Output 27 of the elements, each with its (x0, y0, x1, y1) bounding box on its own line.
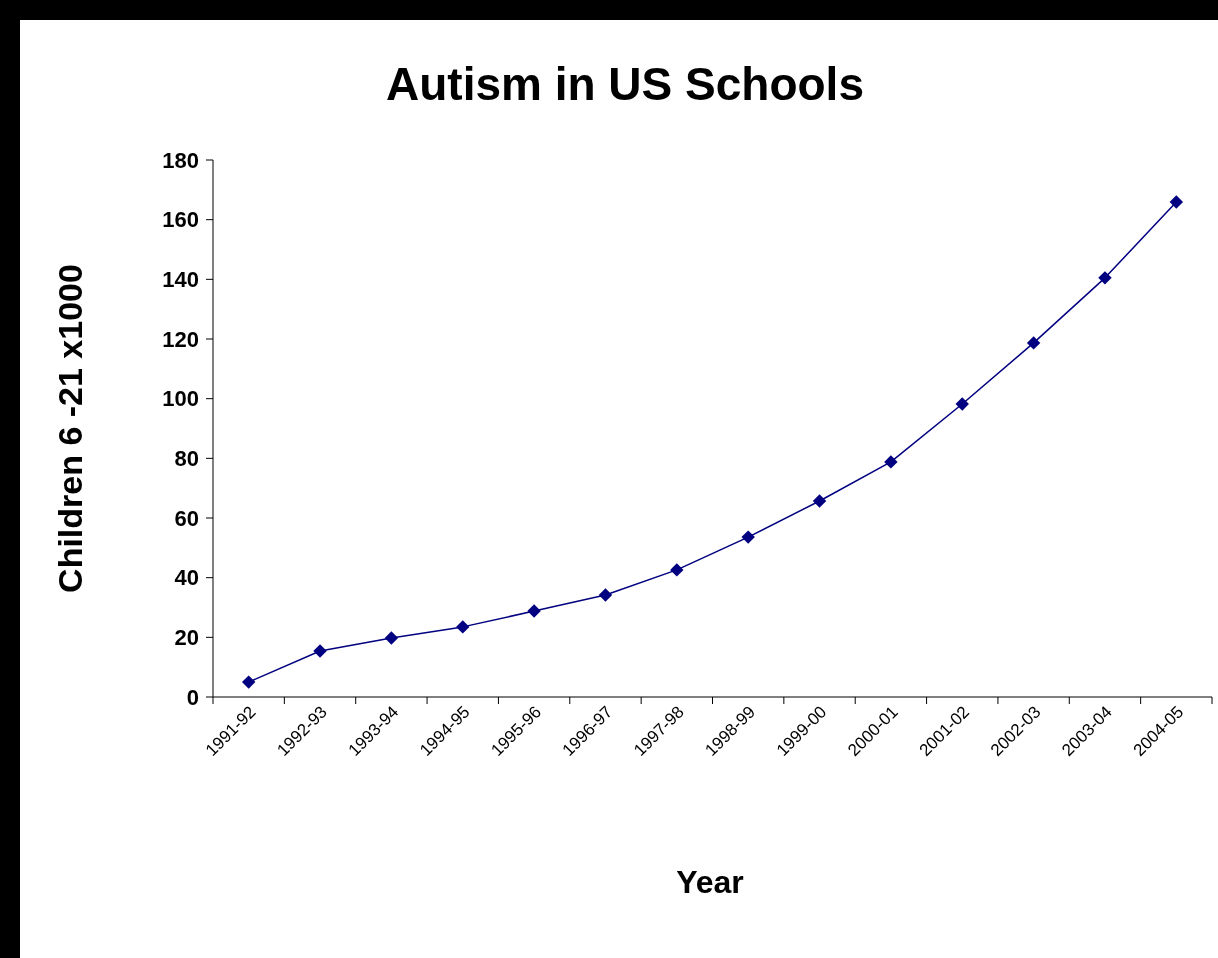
y-tick-label: 120 (162, 326, 199, 352)
x-axis-title: Year (676, 864, 744, 900)
y-axis-title: Children 6 -21 x1000 (51, 264, 89, 593)
point (527, 604, 541, 618)
point (313, 644, 327, 658)
y-tick-label: 60 (174, 505, 199, 531)
y-tick-label: 80 (174, 446, 199, 472)
y-tick-label: 160 (162, 207, 199, 233)
point (741, 530, 755, 544)
point (812, 494, 827, 508)
y-tick-label: 180 (162, 147, 199, 173)
point (670, 563, 684, 577)
y-tick-label: 20 (174, 625, 199, 651)
point (1026, 336, 1041, 350)
point (1098, 271, 1112, 285)
point (456, 620, 470, 634)
point (241, 675, 256, 689)
point (598, 588, 613, 602)
point (955, 397, 969, 411)
point (884, 455, 898, 469)
chart-title: Autism in US Schools (386, 58, 864, 110)
y-tick-label: 100 (162, 386, 199, 412)
y-tick-label: 140 (162, 267, 199, 293)
y-tick-label: 0 (186, 684, 199, 710)
point (1169, 195, 1184, 209)
y-tick-label: 40 (174, 565, 199, 591)
point (384, 631, 399, 645)
